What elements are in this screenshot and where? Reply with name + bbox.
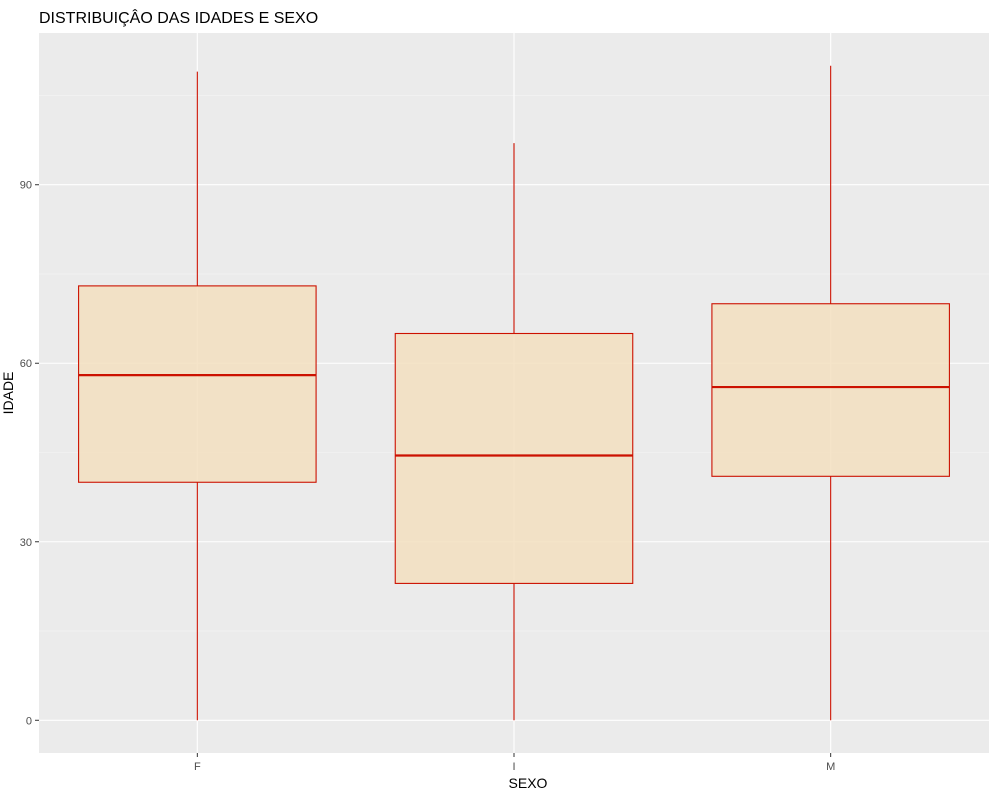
y-axis: 0 30 60 90	[20, 180, 39, 727]
iqr-box	[78, 285, 317, 483]
x-tick-label: M	[826, 761, 835, 773]
y-tick-label: 30	[20, 537, 32, 549]
iqr-box	[711, 303, 950, 477]
chart-title: DISTRIBUIÇÂO DAS IDADES E SEXO	[39, 8, 318, 27]
box-F	[78, 71, 317, 721]
x-tick-label: F	[194, 761, 201, 773]
box-group	[78, 65, 950, 721]
y-tick-label: 90	[20, 180, 32, 192]
box-M	[711, 65, 950, 721]
y-tick-label: 0	[26, 715, 32, 727]
x-tick-label: I	[512, 761, 515, 773]
x-axis-title: SEXO	[509, 775, 548, 791]
box-I	[394, 143, 634, 721]
iqr-box	[394, 332, 634, 584]
y-axis-title: IDADE	[0, 372, 16, 415]
y-tick-label: 60	[20, 358, 32, 370]
